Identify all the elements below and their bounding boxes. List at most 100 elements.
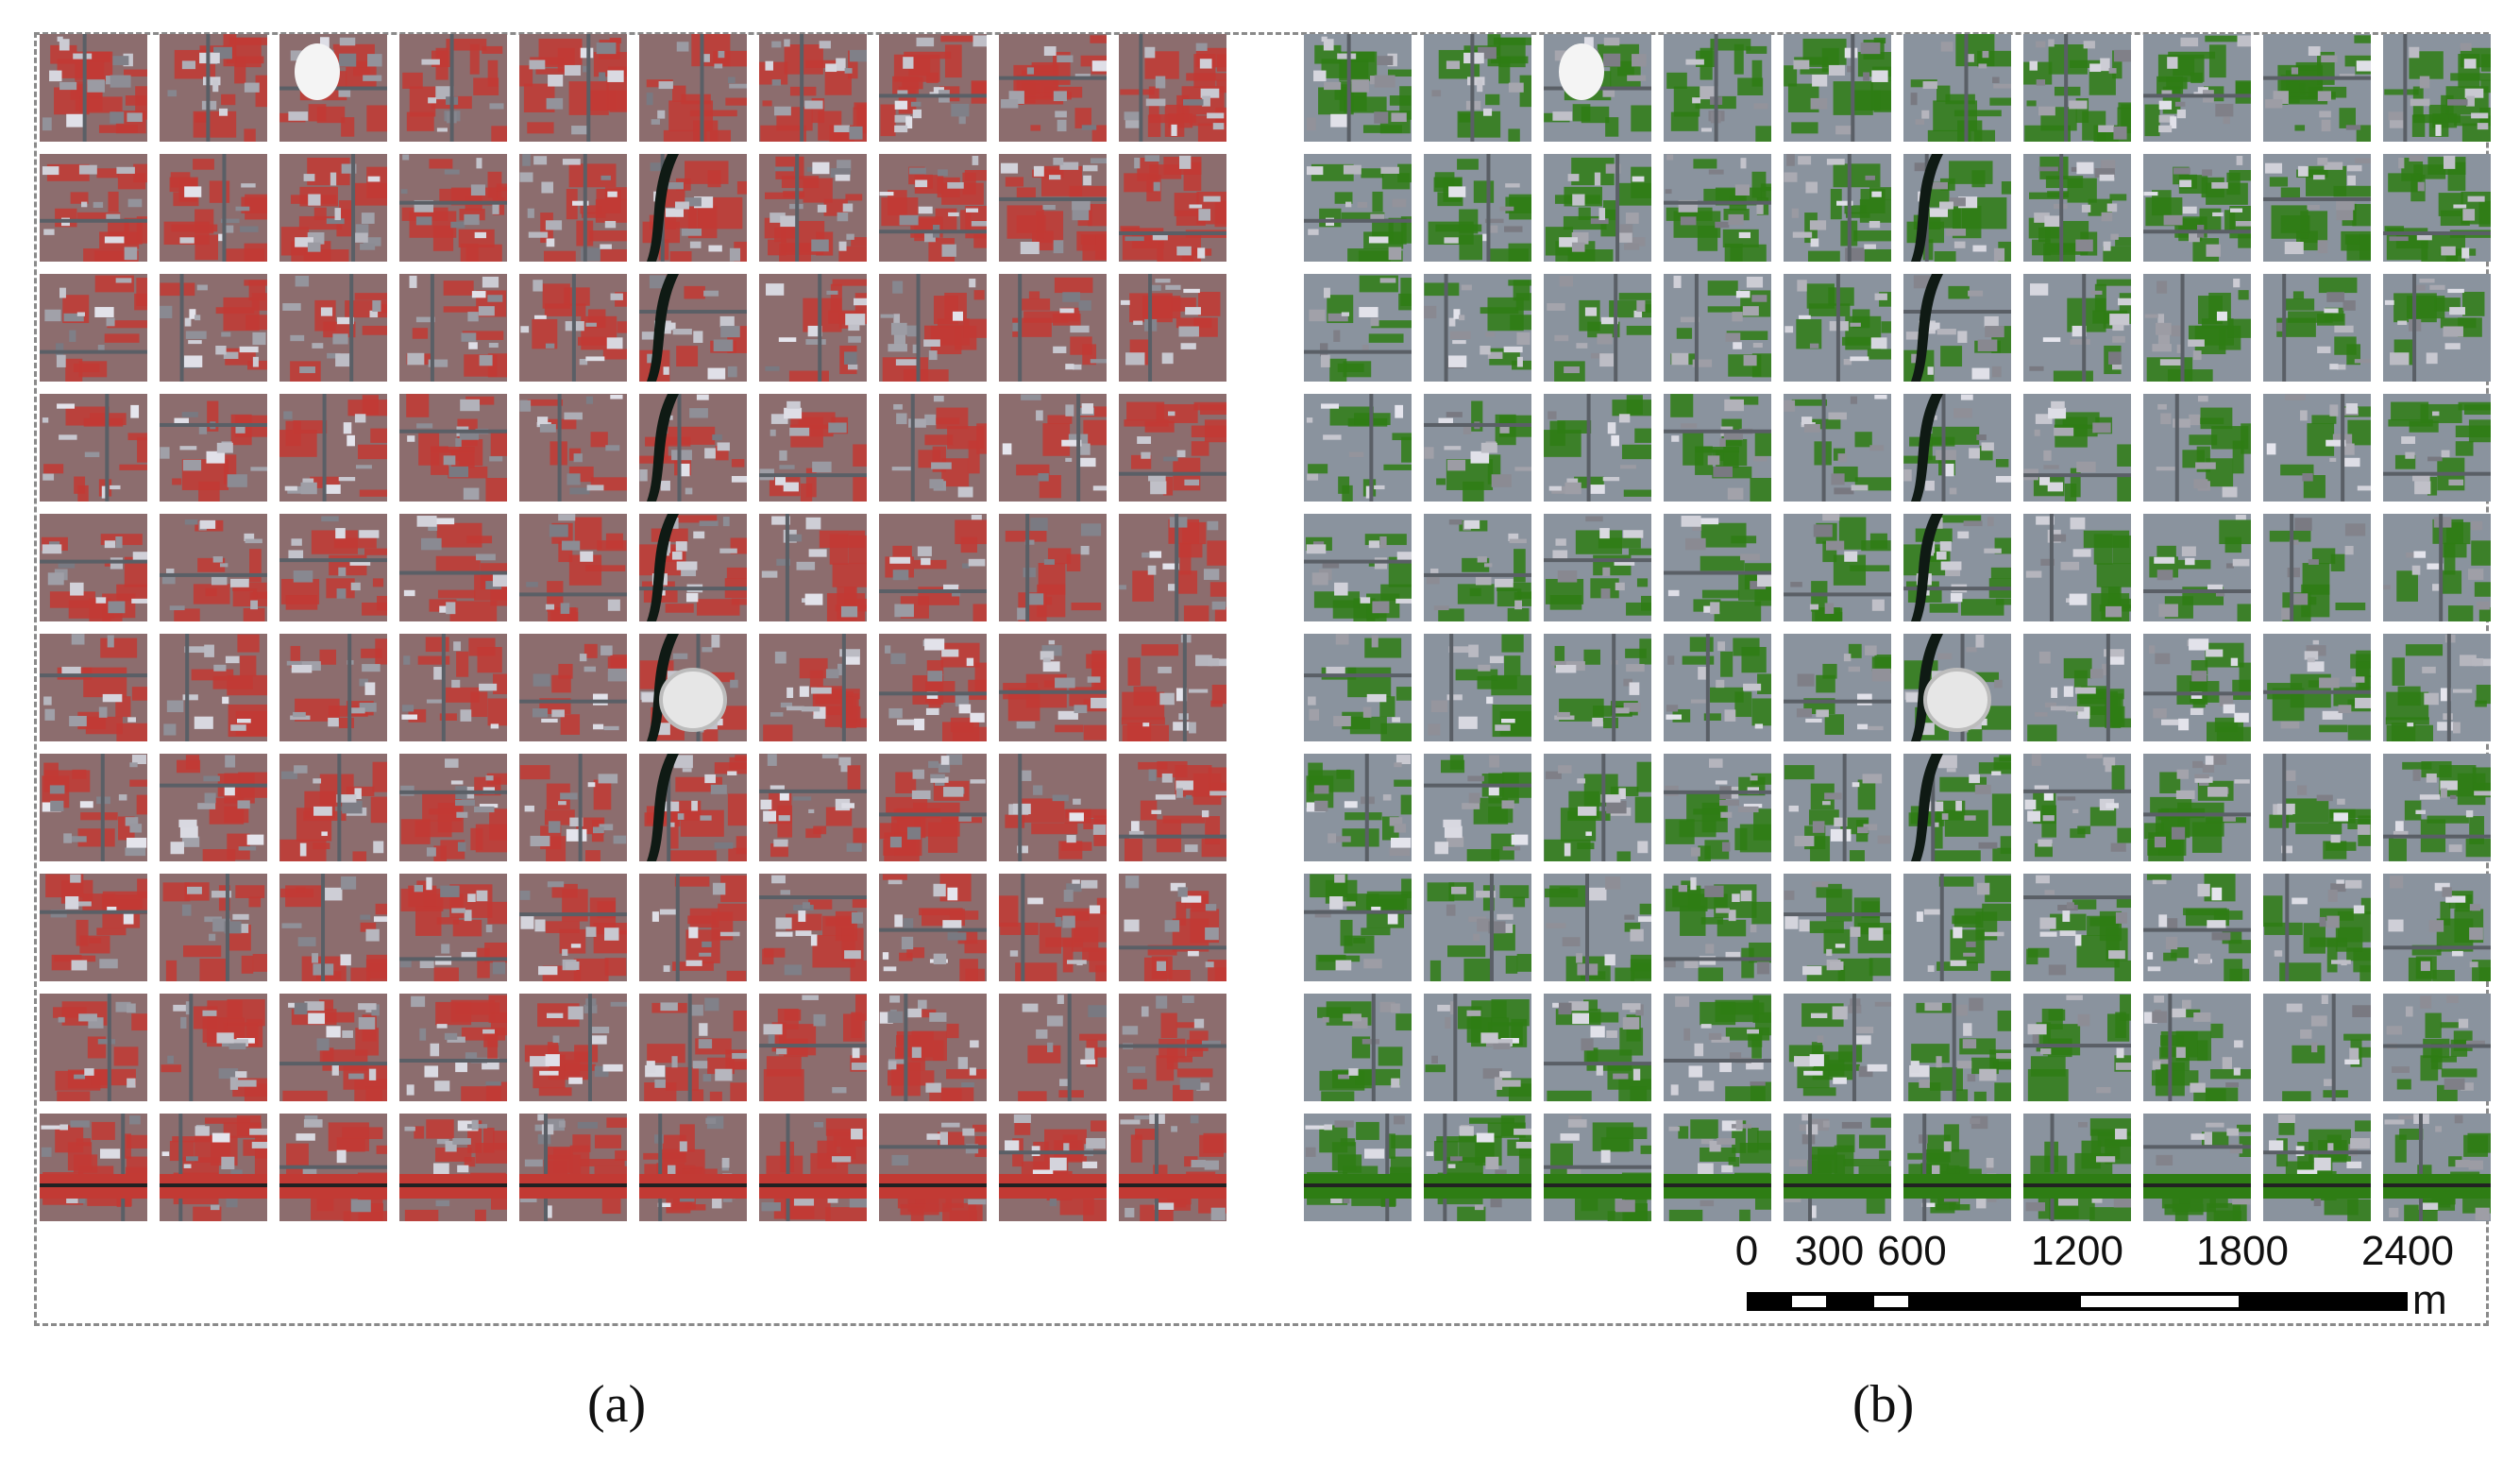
tile-a-r1-c8 [999,154,1107,262]
tile-a-r1-c3 [399,154,507,262]
tile-a-r4-c4 [519,514,627,621]
tile-b-r3-c1 [1424,394,1531,502]
tile-b-r4-c1 [1424,514,1531,621]
tile-b-r4-c9 [2383,514,2491,621]
tile-b-r2-c9 [2383,274,2491,382]
tile-b-r6-c2 [1544,754,1651,861]
tile-b-r7-c6 [2023,874,2131,981]
tile-a-r5-c1 [160,634,267,741]
tile-a-r4-c7 [879,514,987,621]
tile-a-r7-c0 [40,874,147,981]
tile-a-r2-c5 [639,274,747,382]
tile-b-r8-c7 [2143,994,2251,1101]
tile-a-r5-c5 [639,634,747,741]
panel-b-label: (b) [1852,1375,1915,1434]
tile-a-r4-c6 [759,514,867,621]
tile-a-r5-c6 [759,634,867,741]
tile-a-r5-c7 [879,634,987,741]
tile-b-r6-c4 [1784,754,1891,861]
scale-tick-2400: 2400 [2361,1228,2454,1274]
tile-b-r5-c2 [1544,634,1651,741]
tile-a-r9-c6 [759,1114,867,1221]
tile-a-r3-c4 [519,394,627,502]
tile-b-r1-c0 [1304,154,1412,262]
tile-a-r9-c7 [879,1114,987,1221]
tile-a-r3-c6 [759,394,867,502]
tile-a-r3-c2 [279,394,387,502]
tile-a-r2-c1 [160,274,267,382]
tile-b-r7-c4 [1784,874,1891,981]
scale-tick-600: 600 [1877,1228,1947,1274]
scale-tick-1800: 1800 [2196,1228,2289,1274]
tile-b-r0-c6 [2023,34,2131,142]
tile-a-r5-c9 [1119,634,1226,741]
tile-b-r9-c4 [1784,1114,1891,1221]
tile-a-r0-c7 [879,34,987,142]
tile-a-r6-c1 [160,754,267,861]
tile-b-r3-c8 [2263,394,2371,502]
tile-b-r1-c9 [2383,154,2491,262]
tile-b-r9-c7 [2143,1114,2251,1221]
tile-b-r7-c5 [1903,874,2011,981]
tile-a-r2-c2 [279,274,387,382]
tile-a-r6-c5 [639,754,747,861]
tile-b-r2-c7 [2143,274,2251,382]
tile-b-r4-c7 [2143,514,2251,621]
tile-b-r7-c0 [1304,874,1412,981]
tile-b-r5-c9 [2383,634,2491,741]
tile-b-r3-c2 [1544,394,1651,502]
tile-a-r9-c2 [279,1114,387,1221]
scale-segment-6 [2242,1292,2408,1311]
tile-b-r9-c6 [2023,1114,2131,1221]
tile-a-r3-c5 [639,394,747,502]
tile-b-r9-c9 [2383,1114,2491,1221]
tile-a-r0-c4 [519,34,627,142]
tile-a-r2-c3 [399,274,507,382]
tile-b-r8-c8 [2263,994,2371,1101]
tile-a-r0-c0 [40,34,147,142]
tile-b-r3-c0 [1304,394,1412,502]
tile-b-r4-c3 [1664,514,1771,621]
tile-b-r1-c8 [2263,154,2371,262]
tile-a-r7-c9 [1119,874,1226,981]
tile-a-r1-c6 [759,154,867,262]
tile-b-r5-c0 [1304,634,1412,741]
tile-b-r8-c9 [2383,994,2491,1101]
panel-a-false-color-grid [40,34,1239,1232]
tile-b-r0-c3 [1664,34,1771,142]
tile-b-r2-c2 [1544,274,1651,382]
tile-a-r1-c0 [40,154,147,262]
scale-tick-0: 0 [1734,1228,1759,1274]
tile-b-r4-c0 [1304,514,1412,621]
tile-a-r8-c2 [279,994,387,1101]
tile-a-r4-c2 [279,514,387,621]
tile-b-r4-c6 [2023,514,2131,621]
tile-b-r3-c5 [1903,394,2011,502]
tile-a-r4-c3 [399,514,507,621]
tile-a-r7-c8 [999,874,1107,981]
tile-a-r8-c8 [999,994,1107,1101]
tile-a-r3-c0 [40,394,147,502]
tile-a-r5-c4 [519,634,627,741]
tile-b-r8-c0 [1304,994,1412,1101]
tile-b-r7-c3 [1664,874,1771,981]
tile-b-r3-c6 [2023,394,2131,502]
tile-a-r9-c9 [1119,1114,1226,1221]
tile-a-r6-c4 [519,754,627,861]
tile-a-r5-c0 [40,634,147,741]
panel-a-label: (a) [587,1375,647,1434]
tile-a-r2-c4 [519,274,627,382]
tile-a-r4-c5 [639,514,747,621]
tile-b-r0-c2 [1544,34,1651,142]
tile-b-r5-c7 [2143,634,2251,741]
tile-a-r1-c1 [160,154,267,262]
tile-a-r9-c5 [639,1114,747,1221]
tile-b-r5-c8 [2263,634,2371,741]
tile-b-r3-c9 [2383,394,2491,502]
tile-a-r0-c2 [279,34,387,142]
tile-b-r3-c7 [2143,394,2251,502]
tile-a-r8-c0 [40,994,147,1101]
tile-b-r8-c2 [1544,994,1651,1101]
tile-a-r3-c1 [160,394,267,502]
tile-a-r1-c4 [519,154,627,262]
